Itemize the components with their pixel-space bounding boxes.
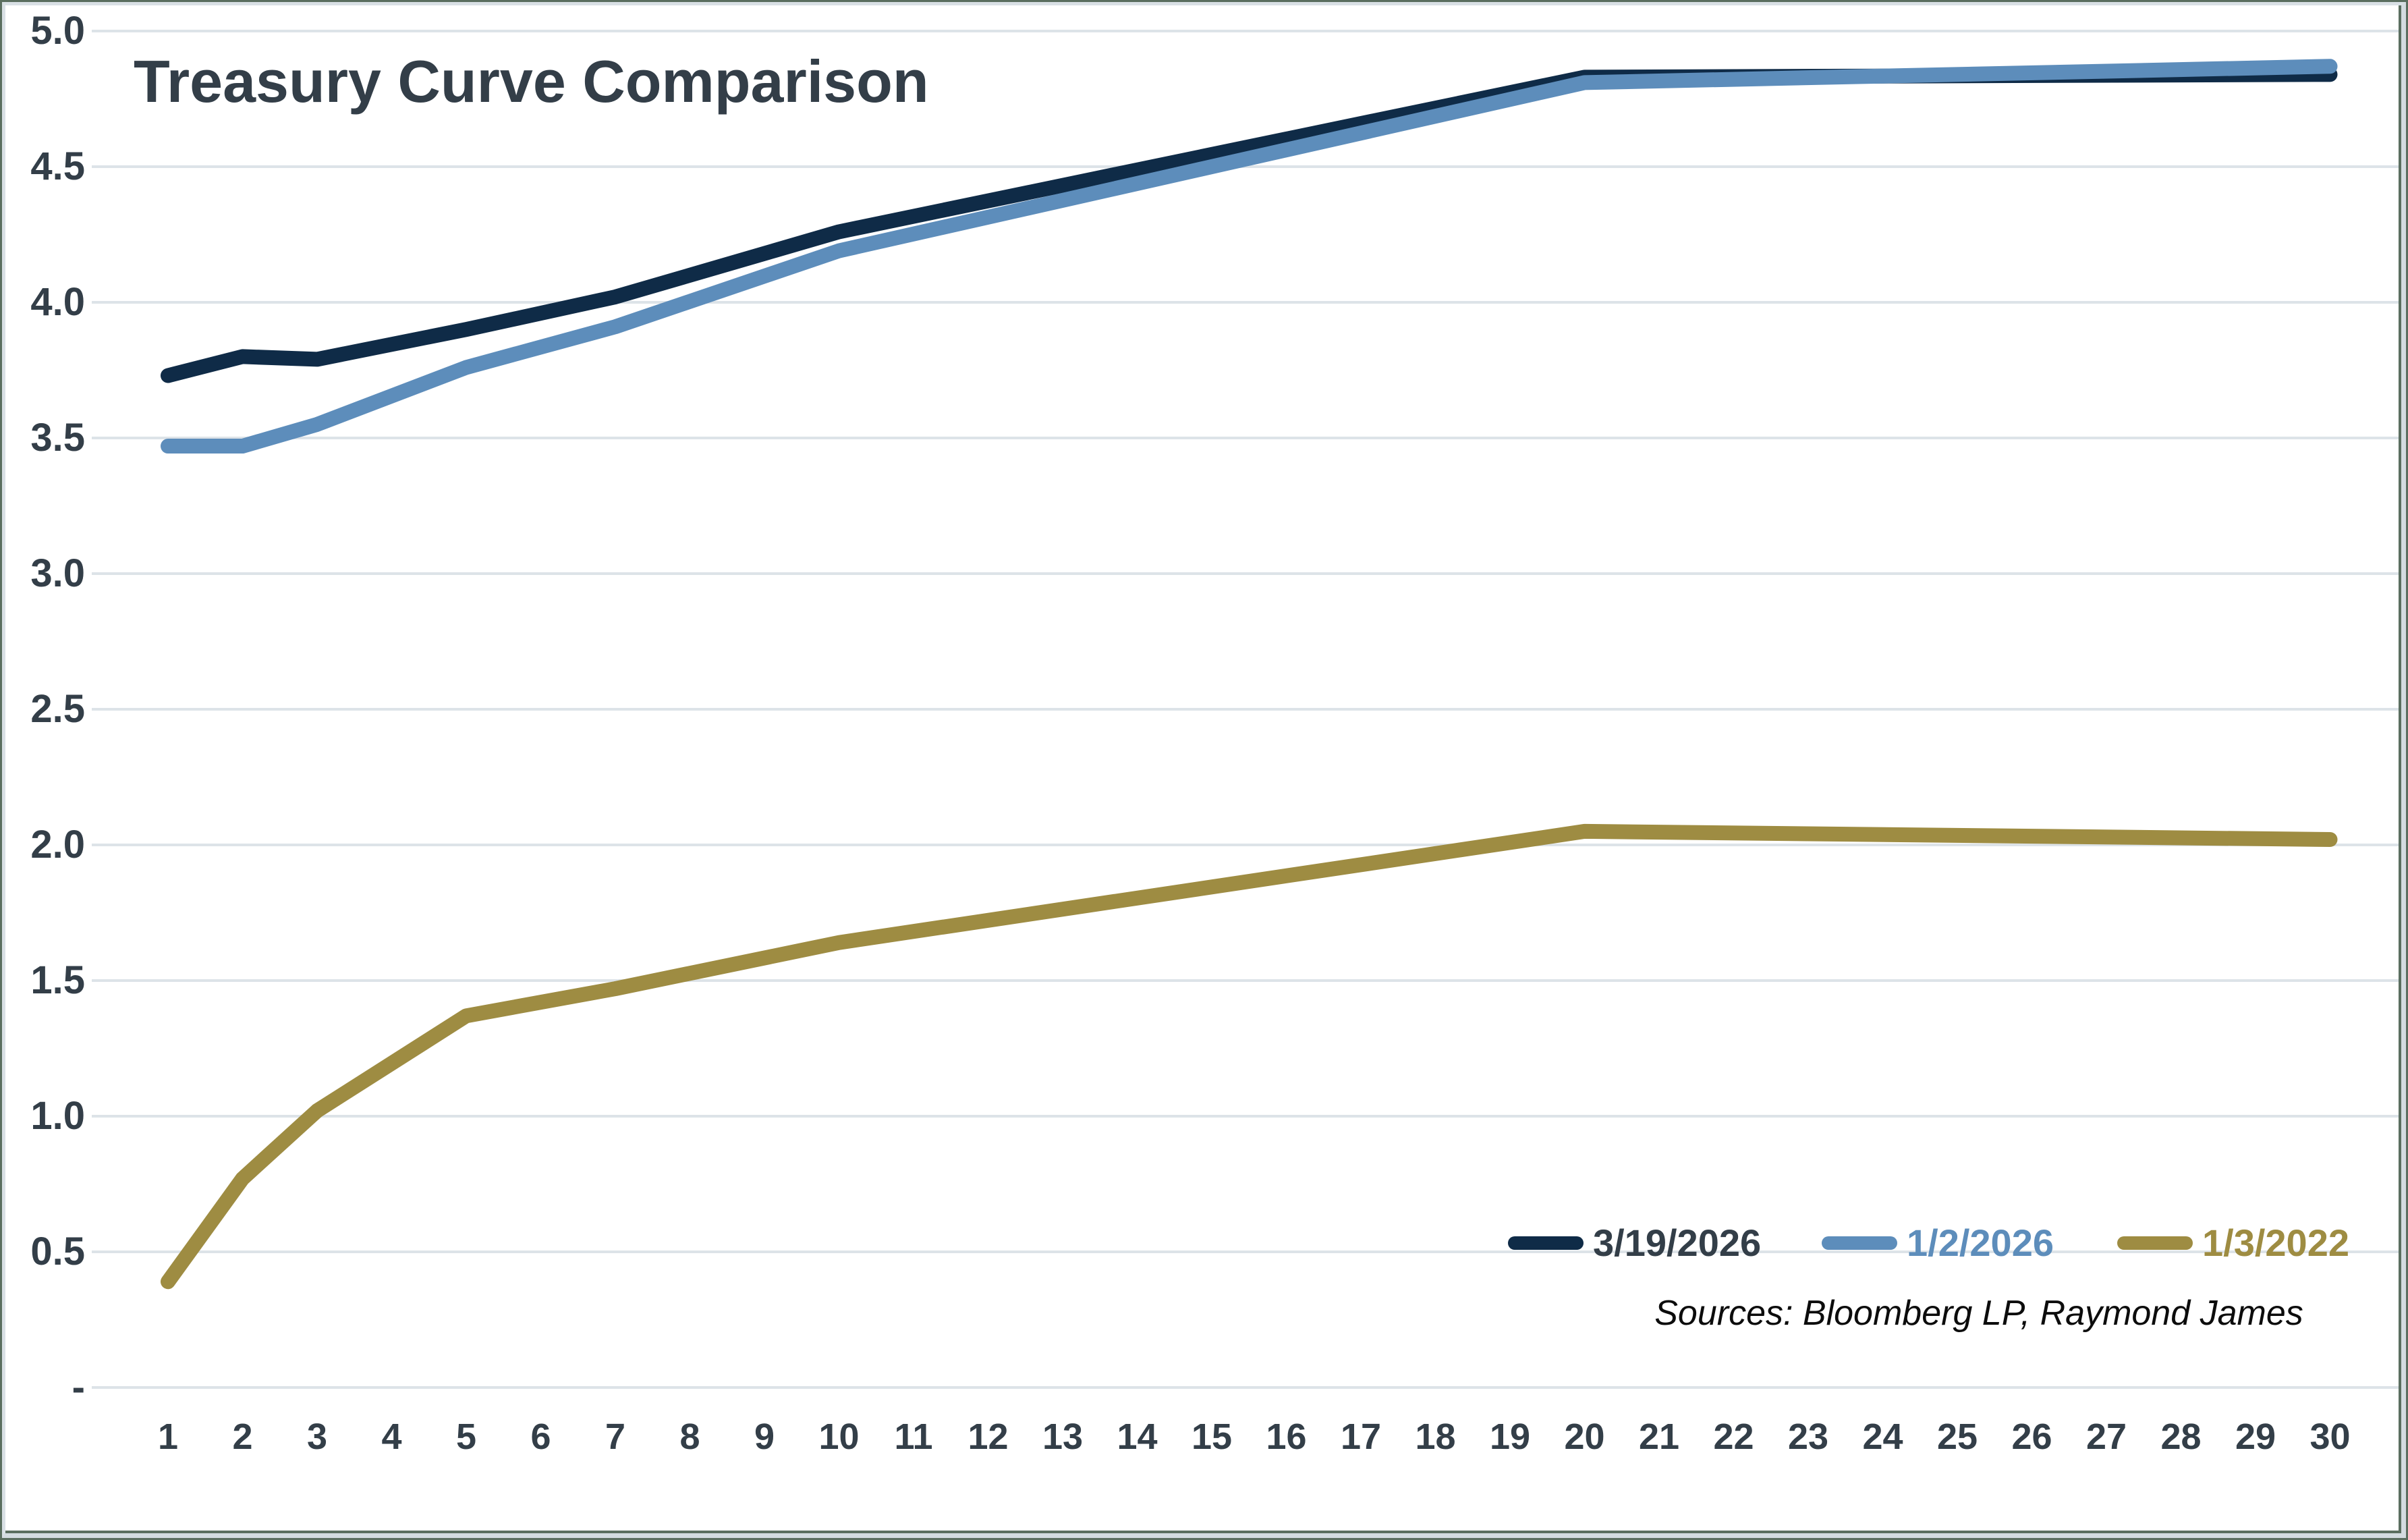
x-tick-label-27: 27: [2085, 1417, 2127, 1457]
x-tick-label-9: 9: [754, 1417, 775, 1457]
x-tick-label-23: 23: [1787, 1417, 1829, 1457]
legend-swatch-1-3-2022: [2117, 1236, 2193, 1250]
x-tick-label-20: 20: [1564, 1417, 1605, 1457]
legend-item-3-19-2026: 3/19/2026: [1508, 1221, 1761, 1265]
x-tick-label-22: 22: [1713, 1417, 1754, 1457]
legend-label-1-2-2026: 1/2/2026: [1907, 1221, 2054, 1264]
legend-label-1-3-2022: 1/3/2022: [2202, 1221, 2349, 1264]
x-tick-label-11: 11: [894, 1417, 933, 1457]
x-tick-label-29: 29: [2235, 1417, 2276, 1457]
x-tick-label-10: 10: [818, 1417, 860, 1457]
x-tick-label-7: 7: [605, 1417, 626, 1457]
x-tick-label-19: 19: [1489, 1417, 1531, 1457]
x-tick-label-3: 3: [306, 1417, 328, 1457]
x-tick-label-13: 13: [1042, 1417, 1084, 1457]
gridlines: [92, 30, 2399, 1389]
y-tick-label-0.5: 0.5: [30, 1230, 85, 1273]
y-tick-label-3.5: 3.5: [30, 416, 85, 460]
y-tick-label-2.5: 2.5: [30, 687, 85, 731]
x-tick-label-24: 24: [1862, 1417, 1903, 1457]
x-tick-label-6: 6: [530, 1417, 551, 1457]
series-line-1-2-2026: [161, 59, 2338, 454]
y-tick-label--: -: [72, 1365, 85, 1409]
legend-swatch-3-19-2026: [1508, 1236, 1584, 1250]
x-tick-label-1: 1: [157, 1417, 179, 1457]
y-tick-label-2.0: 2.0: [30, 823, 85, 867]
x-tick-label-5: 5: [455, 1417, 477, 1457]
x-tick-label-4: 4: [381, 1417, 402, 1457]
x-tick-label-21: 21: [1638, 1417, 1680, 1457]
x-tick-label-25: 25: [1936, 1417, 1978, 1457]
x-tick-label-14: 14: [1117, 1417, 1158, 1457]
x-tick-label-2: 2: [232, 1417, 253, 1457]
y-tick-label-3.0: 3.0: [30, 551, 85, 595]
y-tick-label-1.0: 1.0: [30, 1094, 85, 1138]
legend-label-3-19-2026: 3/19/2026: [1593, 1221, 1762, 1264]
chart-title: Treasury Curve Comparison: [134, 48, 929, 115]
legend-item-1-2-2026: 1/2/2026: [1822, 1221, 2054, 1265]
x-tick-label-26: 26: [2011, 1417, 2052, 1457]
x-tick-label-18: 18: [1415, 1417, 1456, 1457]
x-tick-label-28: 28: [2160, 1417, 2202, 1457]
legend-item-1-3-2022: 1/3/2022: [2117, 1221, 2349, 1265]
series-line-1-3-2022: [161, 823, 2338, 1290]
x-tick-label-15: 15: [1191, 1417, 1233, 1457]
y-tick-label-5.0: 5.0: [30, 9, 85, 53]
legend-swatch-1-2-2026: [1822, 1236, 1897, 1250]
frame-edge-bottom: [5, 1531, 2401, 1533]
frame-edge-right: [2399, 5, 2401, 1533]
chart-canvas: [92, 30, 2399, 1389]
series-line-3-19-2026: [161, 67, 2338, 383]
y-tick-label-4.0: 4.0: [30, 280, 85, 324]
x-tick-label-8: 8: [679, 1417, 700, 1457]
x-tick-label-12: 12: [968, 1417, 1009, 1457]
x-tick-label-17: 17: [1340, 1417, 1382, 1457]
y-tick-label-1.5: 1.5: [30, 958, 85, 1002]
y-tick-label-4.5: 4.5: [30, 144, 85, 188]
sources-note: Sources: Bloomberg LP, Raymond James: [1654, 1294, 2303, 1333]
x-tick-label-30: 30: [2309, 1417, 2351, 1457]
x-tick-label-16: 16: [1266, 1417, 1307, 1457]
